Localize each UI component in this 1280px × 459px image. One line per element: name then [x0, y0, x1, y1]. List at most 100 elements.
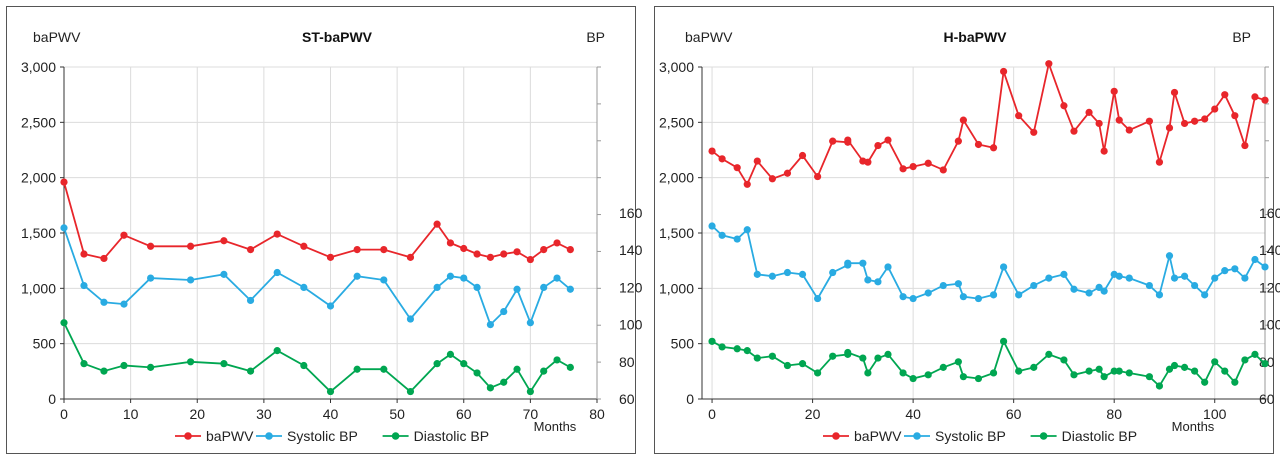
- data-point: [1211, 274, 1219, 282]
- data-point: [353, 246, 361, 254]
- data-point: [1045, 60, 1053, 68]
- data-point: [273, 347, 281, 355]
- data-point: [989, 144, 998, 152]
- data-point: [1110, 367, 1118, 375]
- data-point: [100, 254, 108, 263]
- x-tick-label: 40: [905, 406, 921, 422]
- data-point: [1170, 361, 1179, 370]
- data-point: [1221, 91, 1229, 99]
- series-line: [63, 322, 571, 394]
- legend-marker: [1039, 432, 1048, 440]
- data-point: [147, 363, 155, 371]
- data-point: [433, 360, 441, 368]
- data-point: [120, 361, 128, 370]
- data-point: [798, 360, 807, 368]
- data-point: [708, 222, 716, 230]
- data-point: [1085, 108, 1093, 116]
- data-point: [743, 347, 751, 355]
- data-point: [753, 270, 761, 278]
- series-line: [711, 225, 1266, 301]
- data-point: [553, 274, 561, 282]
- data-point: [1211, 358, 1219, 366]
- series-bapwv: [708, 60, 1269, 188]
- data-point: [500, 307, 508, 316]
- legend-marker: [184, 432, 192, 440]
- data-point: [380, 276, 388, 284]
- data-point: [1231, 265, 1239, 273]
- y-axis-label-right: BP: [1232, 29, 1251, 45]
- data-point: [1115, 367, 1123, 375]
- data-point: [147, 242, 155, 250]
- x-tick-label: 80: [589, 406, 605, 422]
- data-point: [326, 387, 335, 396]
- y-tick-label-left: 2,000: [659, 170, 694, 186]
- x-tick-label: 80: [1106, 406, 1122, 422]
- data-point: [733, 345, 741, 353]
- data-point: [733, 235, 741, 243]
- data-point: [1201, 115, 1209, 123]
- y-tick-label-right: 100: [1259, 317, 1280, 333]
- data-point: [80, 360, 88, 368]
- data-point: [1045, 350, 1053, 358]
- legend-label: Diastolic BP: [1062, 428, 1137, 444]
- data-point: [874, 141, 882, 150]
- data-point: [924, 371, 932, 379]
- data-point: [1170, 274, 1179, 282]
- y-tick-label-left: 1,500: [659, 225, 694, 241]
- data-point: [909, 163, 917, 171]
- y-tick-label-left: 0: [686, 391, 694, 407]
- data-point: [899, 165, 907, 173]
- data-point: [954, 137, 962, 145]
- y-tick-label-right: 60: [1259, 391, 1275, 407]
- data-point: [1060, 356, 1068, 364]
- data-point: [380, 365, 388, 373]
- data-point: [1231, 112, 1239, 120]
- series-diastolic-bp: [60, 319, 574, 396]
- data-point: [1115, 272, 1123, 280]
- data-point: [859, 259, 867, 267]
- data-point: [1070, 127, 1078, 135]
- data-point: [1165, 124, 1174, 132]
- data-point: [974, 374, 983, 383]
- data-point: [120, 300, 128, 308]
- data-point: [433, 220, 441, 228]
- data-point: [353, 365, 361, 373]
- gridlines: [702, 66, 1265, 400]
- data-point: [60, 178, 68, 186]
- data-point: [1241, 356, 1249, 364]
- data-point: [526, 255, 534, 264]
- y-tick-label-right: 160: [619, 205, 643, 221]
- data-point: [1030, 281, 1038, 290]
- data-point: [1100, 287, 1108, 295]
- series-diastolic-bp: [708, 337, 1269, 390]
- data-point: [974, 140, 983, 149]
- data-point: [147, 274, 155, 282]
- data-point: [874, 278, 882, 286]
- data-point: [844, 136, 852, 144]
- data-point: [300, 361, 308, 370]
- x-tick-label: 30: [256, 406, 272, 422]
- data-point: [989, 369, 998, 377]
- data-point: [864, 276, 872, 284]
- data-point: [783, 361, 792, 370]
- data-point: [446, 239, 455, 247]
- data-point: [1251, 93, 1259, 101]
- data-point: [1060, 270, 1068, 278]
- data-point: [380, 246, 388, 254]
- data-point: [733, 164, 741, 172]
- data-point: [220, 360, 228, 368]
- data-point: [1251, 255, 1259, 264]
- data-point: [1060, 102, 1068, 110]
- data-point: [1110, 87, 1118, 95]
- y-tick-label-right: 60: [619, 391, 635, 407]
- data-point: [566, 285, 574, 293]
- y-tick-label-right: 120: [1259, 279, 1280, 295]
- data-point: [1000, 67, 1008, 76]
- data-point: [1201, 291, 1209, 299]
- data-point: [844, 348, 852, 357]
- legend-label: baPWV: [206, 428, 254, 444]
- data-point: [909, 374, 917, 383]
- data-point: [708, 147, 716, 155]
- data-point: [500, 250, 508, 258]
- data-point: [954, 358, 962, 366]
